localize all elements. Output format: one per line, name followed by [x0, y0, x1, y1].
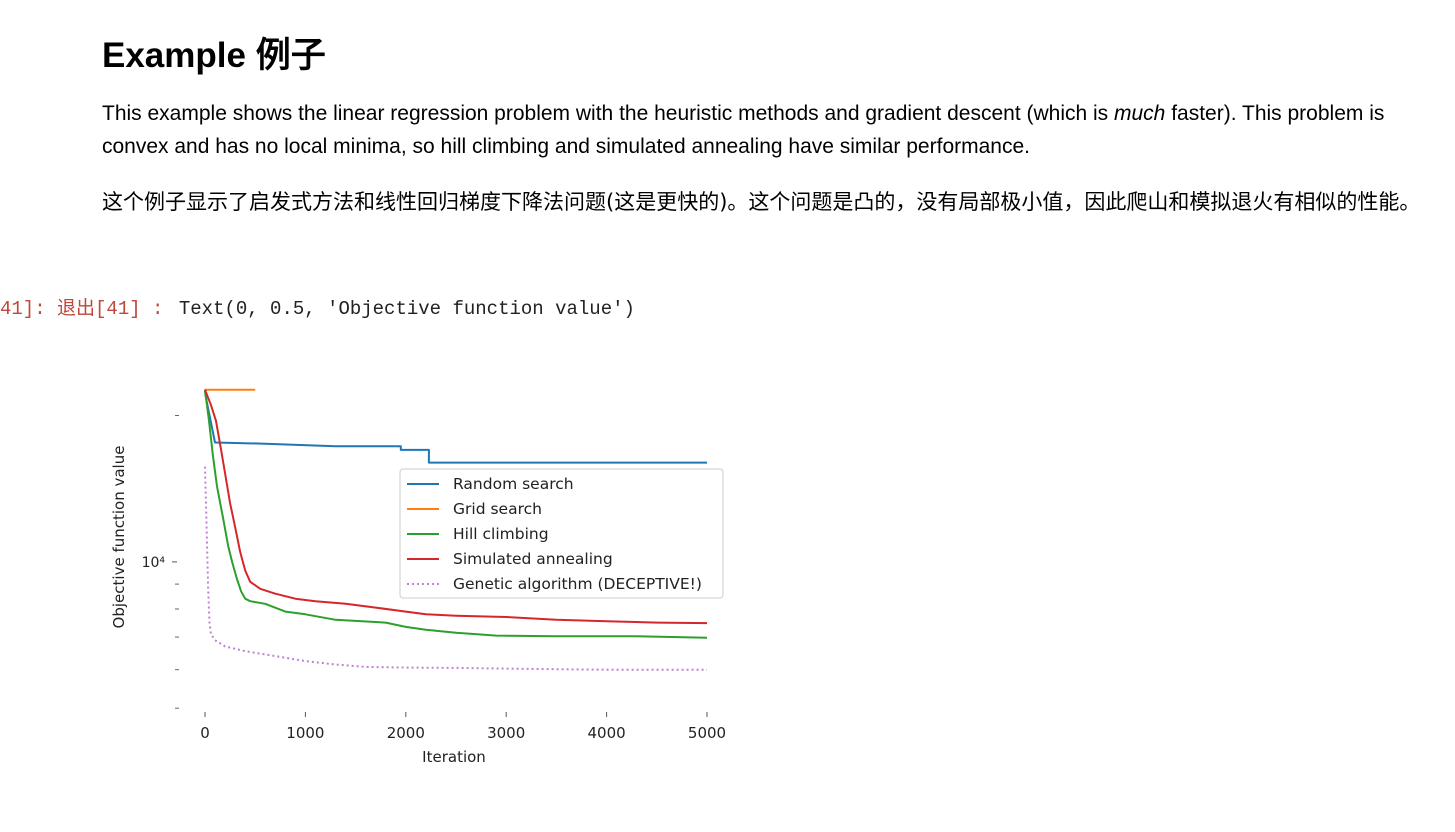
english-text-emphasis: much: [1114, 102, 1166, 125]
series-line-2: [204, 389, 708, 639]
chinese-paragraph: 这个例子显示了启发式方法和线性回归梯度下降法问题(这是更快的)。这个问题是凸的，…: [102, 190, 1421, 214]
series-line-3: [204, 389, 708, 625]
legend-entries: Random search Grid search Hill climbing Sim…: [407, 475, 702, 593]
legend-label-4: Genetic algorithm (DECEPTIVE!): [453, 575, 702, 593]
english-paragraph: This example shows the linear regression…: [102, 97, 1422, 163]
y-tick-label-1e4: 10⁴: [142, 555, 166, 571]
x-tick-label: 0: [200, 724, 210, 742]
series-lines: [204, 388, 708, 671]
english-text-part1: This example shows the linear regression…: [102, 102, 1114, 125]
legend-label-1: Grid search: [453, 500, 542, 518]
legend-frame: [399, 468, 724, 599]
output-row: 41]: 退出[41] : Text(0, 0.5, 'Objective fu…: [0, 293, 635, 325]
legend-label-2: Hill climbing: [453, 525, 549, 543]
series-line-0: [204, 389, 707, 464]
x-axis-label: Iteration: [422, 748, 486, 766]
legend-label-0: Random search: [453, 475, 574, 493]
output-text: Text(0, 0.5, 'Objective function value'): [178, 298, 635, 320]
y-minor-ticks: [175, 415, 179, 709]
x-tick-label: 1000: [286, 724, 324, 742]
output-prompt: 41]: 退出[41] :: [0, 298, 175, 320]
legend-label-3: Simulated annealing: [453, 550, 613, 568]
legend: Random search Grid search Hill climbing Sim…: [399, 468, 724, 599]
x-tick-label: 4000: [588, 724, 626, 742]
x-axis: 0 1000 2000 3000 4000 5000: [200, 712, 726, 742]
y-axis-label: Objective function value: [110, 446, 128, 629]
cell-heading: Example 例子: [102, 36, 326, 75]
objective-chart: 0 1000 2000 3000 4000 5000 10⁴ Objective func…: [110, 388, 726, 766]
x-tick-label: 5000: [688, 724, 726, 742]
y-axis: 10⁴ Objective function value: [110, 446, 177, 629]
x-tick-label: 2000: [387, 724, 425, 742]
x-tick-label: 3000: [487, 724, 525, 742]
english-text-part2: faster). This problem is convex and has …: [102, 102, 1385, 158]
